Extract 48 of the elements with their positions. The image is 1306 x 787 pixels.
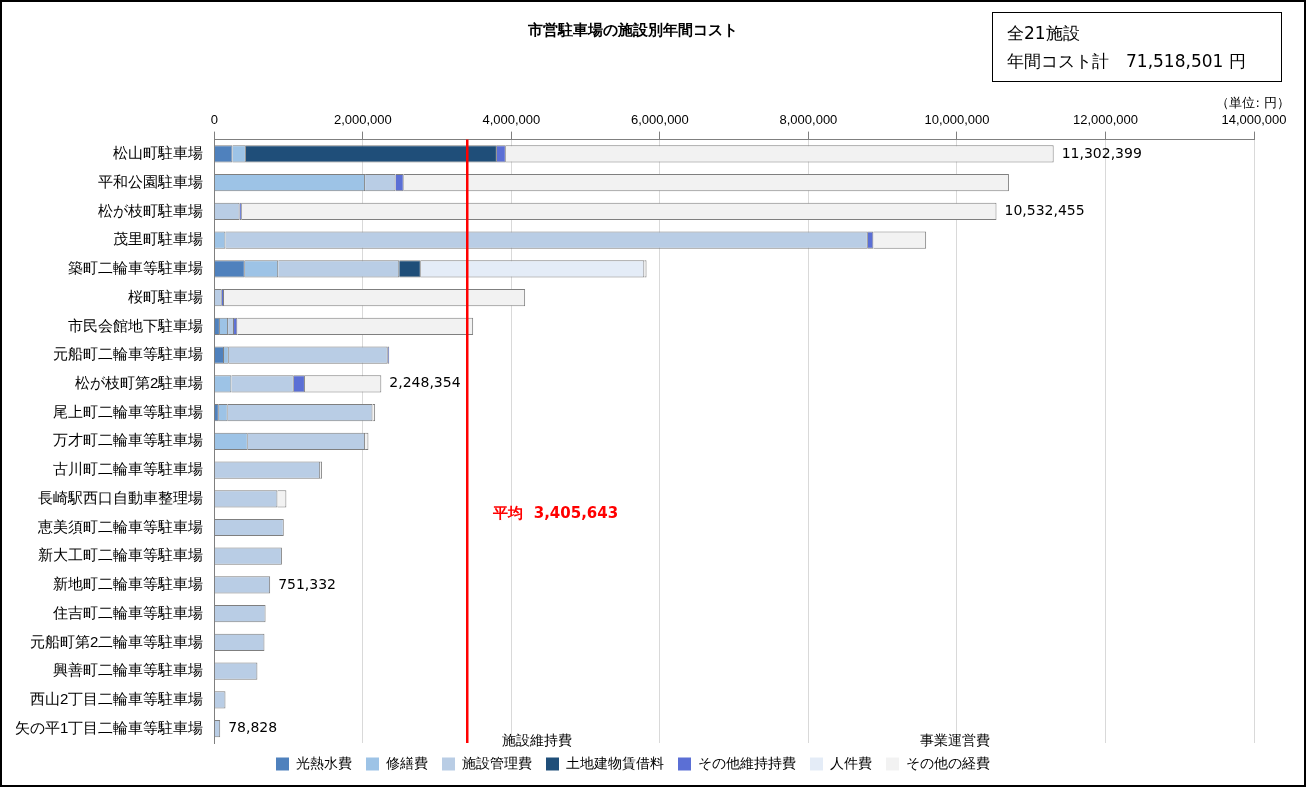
legend-label: 人件費: [830, 754, 872, 771]
x-tick-label: 2,000,000: [333, 112, 392, 128]
y-tick-label: 長崎駅西口自動車整理場: [38, 488, 204, 506]
y-tick-label: 茂里町駐車場: [113, 230, 204, 248]
legend-label: その他の経費: [906, 754, 990, 771]
total-label: 78,828: [228, 719, 278, 736]
y-tick-label: 平和公園駐車場: [98, 172, 204, 190]
y-tick-label: 元船町第2二輪車等駐車場: [30, 632, 204, 650]
y-tick-label: 築町二輪車等駐車場: [68, 259, 204, 277]
annotation: 事業運営費: [920, 732, 990, 750]
y-tick-label: 古川町二輪車等駐車場: [53, 460, 204, 478]
x-tick-label: 8,000,000: [779, 112, 838, 128]
text: 年間コスト計 71,518,501 円: [1007, 50, 1247, 73]
y-tick-label: 恵美須町二輪車等駐車場: [37, 517, 204, 535]
x-tick-label: 4,000,000: [482, 112, 541, 128]
y-tick-label: 市民会館地下駐車場: [68, 316, 204, 334]
total-label: 2,248,354: [389, 374, 461, 391]
y-tick-label: 桜町駐車場: [128, 287, 204, 305]
y-tick-label: 元船町二輪車等駐車場: [53, 345, 204, 363]
x-tick-label: 12,000,000: [1072, 112, 1139, 128]
x-tick-label: 10,000,000: [924, 112, 990, 128]
legend-label: 土地建物賃借料: [566, 754, 664, 771]
total-label: 10,532,455: [1004, 202, 1085, 219]
legend-label: 修繕費: [386, 754, 428, 771]
text: （単位: 円）: [1216, 94, 1290, 112]
y-tick-label: 松が枝町第2駐車場: [75, 373, 204, 391]
annotation: 施設維持費: [502, 732, 572, 750]
y-tick-label: 新大工町二輪車等駐車場: [38, 546, 204, 564]
y-tick-label: 尾上町二輪車等駐車場: [53, 402, 204, 420]
legend-label: 施設管理費: [462, 754, 532, 771]
text: 全21施設: [1007, 22, 1081, 45]
x-tick-label: 14,000,000: [1221, 112, 1287, 128]
legend-label: 光熱水費: [296, 754, 352, 771]
y-tick-label: 松山町駐車場: [113, 144, 204, 162]
y-tick-label: 興善町二輪車等駐車場: [53, 661, 204, 679]
chart-title: 市営駐車場の施設別年間コスト: [527, 21, 738, 39]
y-tick-label: 新地町二輪車等駐車場: [53, 575, 204, 593]
x-tick-label: 0: [210, 112, 218, 128]
total-label: 11,302,399: [1061, 144, 1142, 161]
ref-line-label: 平均 3,405,643: [492, 503, 619, 522]
y-tick-label: 万才町二輪車等駐車場: [53, 431, 204, 449]
x-tick-label: 6,000,000: [630, 112, 689, 128]
y-tick-label: 西山2丁目二輪車等駐車場: [30, 690, 204, 708]
y-tick-label: 住吉町二輪車等駐車場: [52, 603, 204, 621]
y-tick-label: 矢の平1丁目二輪車等駐車場: [15, 718, 204, 736]
y-tick-label: 松が枝町駐車場: [98, 201, 204, 219]
total-label: 751,332: [278, 575, 337, 592]
legend-label: その他維持持費: [698, 754, 796, 771]
